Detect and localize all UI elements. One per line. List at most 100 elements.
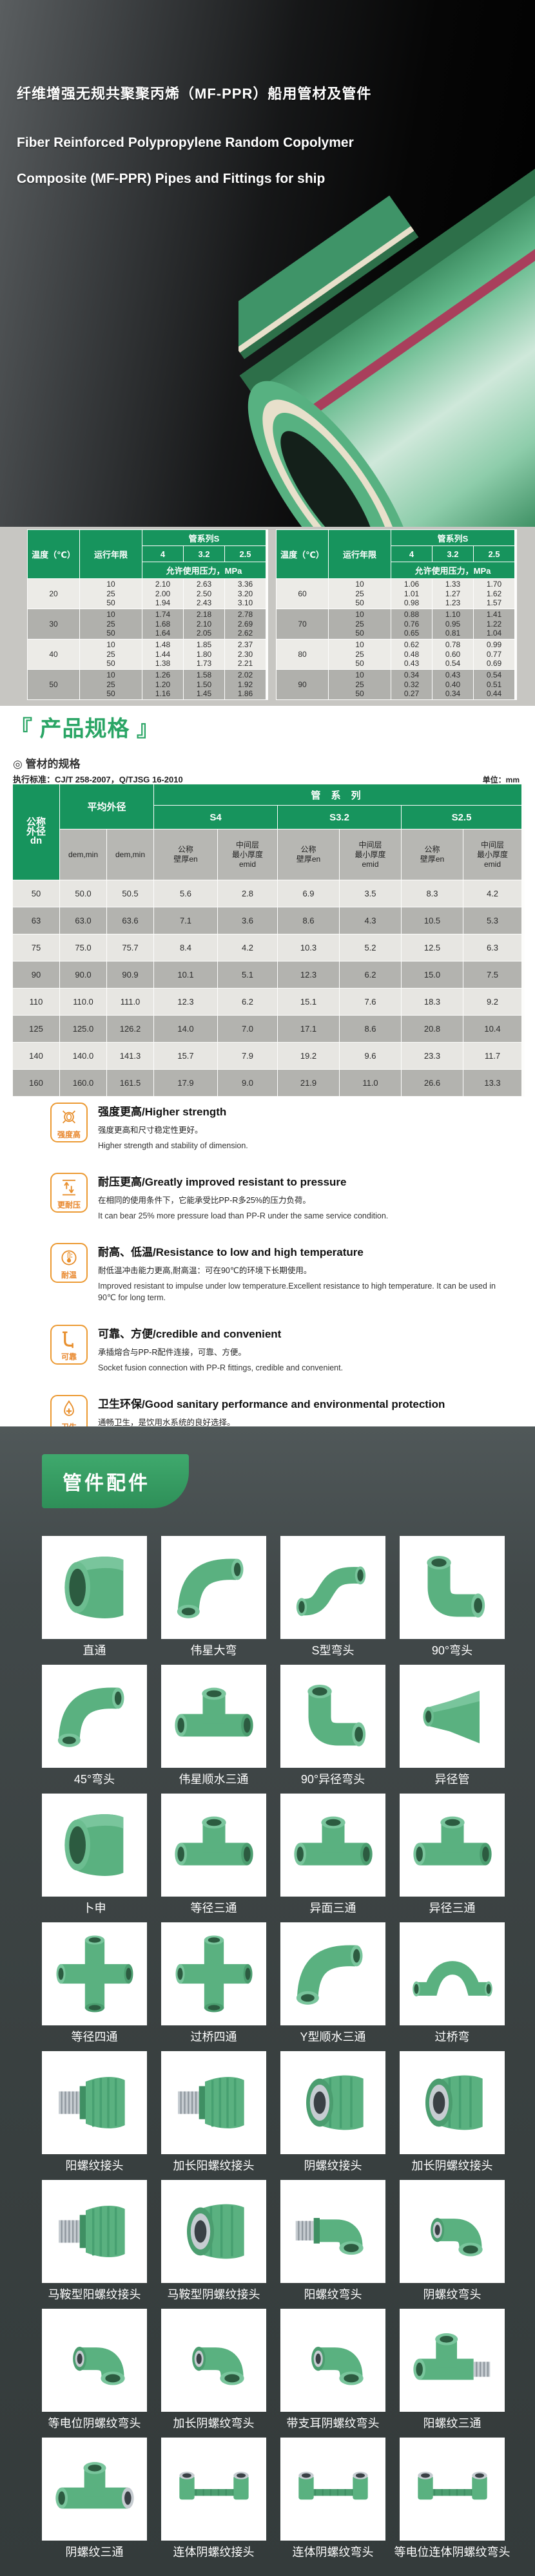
col-header-years: 运行年限 (80, 530, 142, 578)
table-row: 90 10 25 50 0.34 0.32 0.27 0.43 0.40 0.3… (277, 670, 516, 699)
fitting-icon (50, 1671, 140, 1761)
fitting-label: 阴螺纹弯头 (423, 2288, 482, 2301)
fitting-card: Y型顺水三通 (280, 1922, 385, 2046)
fitting-card: 伟星大弯 (161, 1536, 266, 1660)
col-header-s32: 3.2 (184, 546, 224, 562)
feature-icon-box: 更耐压 (50, 1173, 88, 1213)
cell-s25-emid: 13.3 (463, 1070, 521, 1096)
cell-s32: 1.33 1.27 1.23 (433, 579, 473, 609)
fitting-card: 加长阴螺纹接头 (400, 2051, 505, 2175)
cell-s4: 2.10 2.00 1.94 (142, 579, 183, 609)
cell-s25-emid: 5.3 (463, 907, 521, 934)
fitting-label: 等电位阴螺纹弯头 (48, 2417, 141, 2430)
col-header-s25-en: 公称 壁厚en (402, 829, 463, 880)
section-badge-fittings: 管件配件 (42, 1454, 189, 1508)
cell-s25-en: 23.3 (402, 1043, 463, 1069)
cell-temp: 20 (28, 579, 79, 609)
fitting-photo (42, 2438, 147, 2541)
cell-dem-min: 160.0 (60, 1070, 106, 1096)
cell-s25: 2.02 1.92 1.86 (225, 670, 266, 699)
fitting-label: 过桥四通 (190, 2031, 237, 2043)
cell-s4-emid: 5.1 (218, 961, 277, 988)
cell-s25-en: 26.6 (402, 1070, 463, 1096)
fitting-label: 马鞍型阳螺纹接头 (48, 2288, 141, 2301)
cell-s32-en: 10.3 (278, 934, 339, 961)
cell-s32-emid: 9.6 (340, 1043, 401, 1069)
section-title-specs: 『 产品规格 』 (10, 717, 159, 741)
fitting-icon (50, 1800, 140, 1890)
table-row: 140 140.0 141.3 15.7 7.9 19.2 9.6 23.3 1… (13, 1043, 524, 1069)
cell-years: 10 25 50 (80, 609, 142, 639)
cell-s25-en: 18.3 (402, 989, 463, 1015)
fitting-icon (407, 1800, 498, 1890)
cell-s4-en: 15.7 (154, 1043, 217, 1069)
cell-s25-emid: 9.2 (463, 989, 521, 1015)
fitting-icon (288, 1542, 378, 1633)
fitting-icon (50, 2444, 140, 2534)
fitting-label: 90°弯头 (431, 1644, 473, 1657)
cell-years: 10 25 50 (329, 670, 391, 699)
fitting-photo (400, 2438, 505, 2541)
fittings-grid: 直通 伟星大弯 S型弯头 (42, 1536, 511, 2561)
cell-s4-en: 12.3 (154, 989, 217, 1015)
feature-icon (56, 1246, 82, 1269)
fitting-photo (280, 2438, 385, 2541)
fitting-card: 阴螺纹弯头 (400, 2180, 505, 2304)
feature-desc-cn: 强度更高和尺寸稳定性更好。 (98, 1126, 203, 1135)
table-row: 63 63.0 63.6 7.1 3.6 8.6 4.3 10.5 5.3 (13, 907, 524, 934)
col-header-pressure-note: 允许使用压力，MPa (391, 562, 514, 578)
feature-desc-en: Improved resistant to impulse under low … (98, 1282, 496, 1302)
pressure-table-body: 60 10 25 50 1.06 1.01 0.98 1.33 1.27 1.2… (277, 579, 516, 699)
spec-table: 公称 外径 dn 平均外径 管 系 列 S4 S3.2 S2.5 dem,min… (12, 784, 525, 1097)
table-row: 70 10 25 50 0.88 0.76 0.65 1.10 0.95 0.8… (277, 609, 516, 639)
feature-title: 耐压更高/Greatly improved resistant to press… (98, 1176, 347, 1188)
fitting-photo (161, 2180, 266, 2283)
col-header-series: 管系列S (391, 530, 514, 545)
spec-table-body: 50 50.0 50.5 5.6 2.8 6.9 3.5 8.3 4.2 63 … (13, 880, 524, 1096)
feature-desc-cn: 承插熔合与PP-R配件连接，可靠、方便。 (98, 1348, 246, 1357)
cell-dem-max: 75.7 (107, 934, 153, 961)
col-header-pressure-note: 允许使用压力，MPa (142, 562, 266, 578)
fitting-icon (288, 1671, 378, 1761)
table-row: 160 160.0 161.5 17.9 9.0 21.9 11.0 26.6 … (13, 1070, 524, 1096)
fitting-label: 阳螺纹接头 (65, 2159, 124, 2172)
feature-icon-label: 强度高 (57, 1130, 81, 1139)
fitting-label: 加长阳螺纹接头 (173, 2159, 255, 2172)
fitting-label: 异面三通 (309, 1902, 356, 1915)
fitting-card: 等径四通 (42, 1922, 147, 2046)
col-header-s4: 4 (142, 546, 183, 562)
cell-dn: 160 (13, 1070, 59, 1096)
feature-desc-cn: 耐低温冲击能力更高,耐高温：可在90℃的环境下长期使用。 (98, 1266, 312, 1275)
cell-s32: 0.78 0.60 0.54 (433, 639, 473, 669)
fitting-icon (169, 1929, 259, 2019)
cell-s25: 3.36 3.20 3.10 (225, 579, 266, 609)
fitting-label: 连体阴螺纹弯头 (292, 2546, 374, 2559)
cell-s4-en: 7.1 (154, 907, 217, 934)
fitting-icon (407, 1542, 498, 1633)
feature-title: 卫生环保/Good sanitary performance and envir… (98, 1398, 445, 1410)
cell-dem-max: 126.2 (107, 1016, 153, 1042)
fitting-card: 异面三通 (280, 1794, 385, 1917)
cell-s4-emid: 2.8 (218, 880, 277, 907)
fitting-photo (161, 2309, 266, 2412)
cell-s32-en: 21.9 (278, 1070, 339, 1096)
fitting-icon (169, 2444, 259, 2534)
cell-dem-min: 90.0 (60, 961, 106, 988)
fitting-card: S型弯头 (280, 1536, 385, 1660)
fitting-label: 马鞍型阴螺纹接头 (167, 2288, 260, 2301)
fitting-label: 异径三通 (429, 1902, 476, 1915)
fitting-card: 加长阴螺纹弯头 (161, 2309, 266, 2432)
fitting-card: 阴螺纹接头 (280, 2051, 385, 2175)
feature-icon-box: 强度高 (50, 1103, 88, 1142)
title-en-line2: Composite (MF-PPR) Pipes and Fittings fo… (17, 171, 326, 186)
fitting-photo (280, 1665, 385, 1768)
col-header-s4: 4 (391, 546, 432, 562)
feature-list: 强度高 强度更高/Higher strength 强度更高和尺寸稳定性更好。 H… (50, 1103, 501, 1465)
feature-icon (56, 1398, 82, 1421)
cell-s25-emid: 4.2 (463, 880, 521, 907)
cell-s32-en: 19.2 (278, 1043, 339, 1069)
cell-s32: 2.63 2.50 2.43 (184, 579, 224, 609)
col-header-temperature: 温度（℃） (277, 530, 328, 578)
cell-dem-min: 125.0 (60, 1016, 106, 1042)
